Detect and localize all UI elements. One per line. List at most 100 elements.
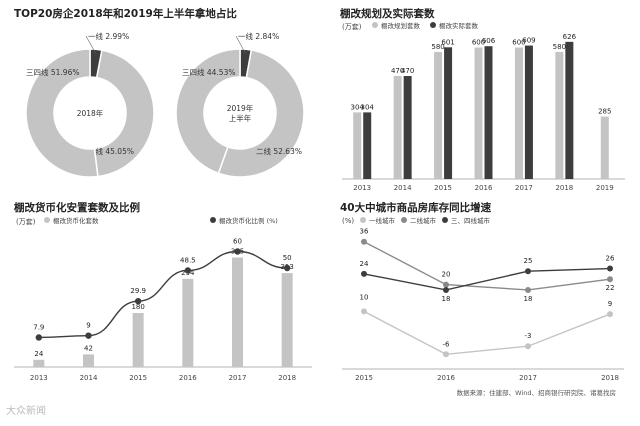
legend-tier1: 一线城市 (360, 215, 395, 225)
legend-planned-swatch (372, 22, 378, 28)
monetization-x-tick-2013: 2013 (30, 374, 48, 382)
inventory-legend: 一线城市 二线城市 三、四线城市 (360, 215, 490, 225)
monetization-ratio-line (38, 250, 288, 339)
plan-actual-bar-2016-s1 (484, 46, 493, 179)
legend-tier34: 三、四线城市 (442, 215, 490, 225)
plan-actual-label-2017-s0: 600 (512, 39, 525, 47)
donut-chart: 一线 2.99% 二线 45.05% 三四线 51.96% 2018年 一线 2.84%… (25, 31, 305, 178)
plan-actual-bar-2019-s0 (600, 116, 609, 179)
monetization-ratio-point-2018 (283, 264, 291, 272)
monetization-chart: 2013242014422015180201629420173652018313… (14, 238, 312, 382)
donut-center-label-1-1: 上半年 (229, 113, 252, 123)
plan-actual-label-2013-s0: 304 (351, 103, 365, 111)
inventory-label-s1-2018: 22 (606, 284, 615, 292)
plan-actual-bar-2015-s0 (434, 51, 443, 179)
plan-actual-bar-2016-s0 (474, 47, 483, 179)
plan-actual-x-tick-2015: 2015 (434, 184, 452, 192)
monetization-bar-label-2014: 42 (84, 344, 93, 352)
inventory-label-s1-2017: 18 (524, 295, 533, 303)
watermark: 大众新闻 (6, 406, 46, 417)
monetization-ratio-point-2013 (35, 334, 43, 341)
monetization-x-tick-2017: 2017 (229, 374, 247, 382)
monetization-panel: 棚改货币化安置套数及比例 (万套) 棚改货币化套数 棚改货币化比例 (%) 20… (0, 195, 320, 395)
legend-monetized-count-swatch (44, 217, 50, 223)
monetization-x-tick-2016: 2016 (179, 374, 197, 382)
monetization-unit: (万套) (16, 218, 36, 226)
plan-actual-x-tick-2019: 2019 (596, 184, 614, 192)
legend-actual-swatch (430, 22, 436, 28)
donut-leader-0 (85, 35, 96, 54)
monetization-bar-2013 (33, 359, 45, 367)
plan-actual-panel: 棚改规划及实际套数 (万套) 棚改规划套数 棚改实际套数 2013 304 304 2… (320, 0, 640, 195)
donut-label-0-三四线: 三四线 51.96% (26, 67, 79, 77)
plan-actual-bar-2013-s0 (353, 112, 362, 179)
inventory-label-s2-2016: 18 (442, 295, 451, 303)
monetization-ratio-label-2016: 48.5 (180, 256, 196, 264)
plan-actual-label-2014-s1: 470 (401, 67, 414, 75)
inventory-x-tick-2016: 2016 (437, 374, 455, 382)
legend-tier1-swatch (360, 217, 366, 223)
inventory-x-tick-2017: 2017 (519, 374, 537, 382)
inventory-panel: 40大中城市商品房库存同比增速 (%) 一线城市 二线城市 三、四线城市 201… (320, 195, 640, 395)
donut-slice-0-三四线 (25, 48, 99, 178)
monetization-title: 棚改货币化安置套数及比例 (14, 202, 140, 214)
monetization-x-tick-2015: 2015 (129, 374, 147, 382)
donut-label-0-一线: 一线 2.99% (88, 31, 129, 41)
inventory-point-s2-2017 (525, 268, 531, 275)
monetization-bar-2014 (83, 354, 94, 367)
inventory-point-s1-2015 (361, 238, 367, 245)
data-source: 数据来源：住建部、Wind、招商银行研究院、诸葛找房 (456, 389, 616, 397)
donut-panel: TOP20房企2018年和2019年上半年拿地占比 一线 2.99% 二线 45.… (0, 0, 320, 195)
legend-monetized-count: 棚改货币化套数 (44, 215, 99, 225)
plan-actual-x-tick-2014: 2014 (394, 184, 412, 192)
monetization-bar-2018 (281, 273, 293, 367)
legend-actual: 棚改实际套数 (430, 20, 478, 30)
donut-center-label-1-0: 2019年 (227, 103, 254, 113)
donut-label-0-二线: 二线 45.05% (88, 146, 134, 156)
legend-tier2: 二线城市 (401, 215, 436, 225)
inventory-point-s2-2015 (361, 270, 367, 277)
monetization-ratio-point-2016 (184, 267, 192, 274)
inventory-point-s1-2018 (607, 276, 613, 283)
inventory-point-s1-2016 (443, 281, 449, 288)
inventory-line-s0 (363, 310, 611, 355)
inventory-point-s0-2017 (525, 343, 531, 350)
inventory-x-tick-2018: 2018 (601, 374, 619, 382)
inventory-point-s1-2017 (525, 286, 531, 293)
plan-actual-label-2014-s0: 470 (391, 67, 404, 75)
monetization-bar-label-2013: 24 (34, 350, 43, 358)
monetization-ratio-point-2017 (234, 248, 241, 255)
plan-actual-x-tick-2013: 2013 (353, 184, 371, 192)
donut-label-1-一线: 一线 2.84% (238, 31, 279, 41)
plan-actual-bar-2018-s1 (565, 41, 574, 179)
plan-actual-label-2013-s1: 304 (361, 103, 375, 111)
inventory-label-s1-2015: 36 (360, 228, 369, 236)
plan-actual-bar-2013-s1 (363, 112, 372, 179)
plan-actual-label-2016-s0: 600 (472, 39, 485, 47)
monetization-ratio-point-2014 (85, 332, 92, 339)
plan-actual-label-2018-s1: 626 (563, 33, 577, 41)
plan-actual-bar-2018-s0 (555, 51, 564, 179)
inventory-point-s2-2016 (443, 286, 449, 293)
inventory-label-s1-2016: 20 (442, 271, 451, 279)
plan-actual-x-tick-2018: 2018 (555, 184, 573, 192)
donut-slice-1-三四线 (175, 48, 241, 175)
inventory-label-s0-2018: 9 (608, 300, 612, 308)
monetization-bar-2015 (132, 313, 144, 367)
inventory-line-s1 (363, 241, 611, 291)
donut-chart-title: TOP20房企2018年和2019年上半年拿地占比 (14, 8, 237, 20)
monetization-bar-2017 (232, 257, 243, 367)
legend-monetized-ratio: 棚改货币化比例 (%) (210, 215, 278, 225)
inventory-title: 40大中城市商品房库存同比增速 (340, 202, 492, 214)
inventory-x-tick-2015: 2015 (355, 374, 373, 382)
plan-actual-label-2018-s0: 580 (553, 43, 566, 51)
plan-actual-chart: 2013304304201447047020155806012016600606… (342, 33, 625, 192)
inventory-label-s0-2016: -6 (443, 340, 451, 348)
plan-actual-bar-2017-s1 (524, 45, 533, 179)
inventory-label-s0-2015: 10 (360, 293, 369, 301)
inventory-point-s0-2016 (443, 351, 449, 358)
plan-actual-title: 棚改规划及实际套数 (340, 8, 435, 20)
inventory-label-s2-2018: 26 (606, 255, 615, 263)
inventory-label-s2-2015: 24 (360, 260, 369, 268)
